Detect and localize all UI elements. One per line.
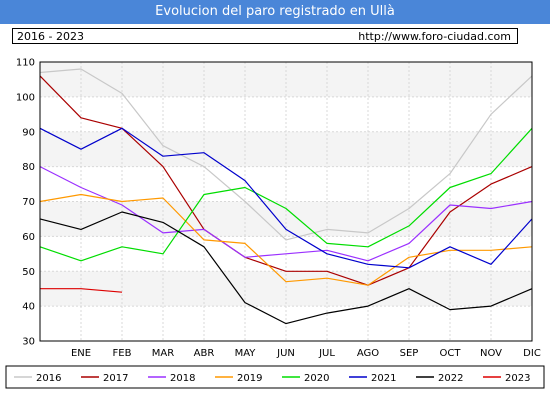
- x-tick-label: ABR: [194, 348, 215, 359]
- x-tick-label: MAY: [235, 348, 257, 359]
- legend-label-2017: 2017: [103, 373, 128, 384]
- legend-label-2018: 2018: [170, 373, 195, 384]
- x-tick-label: OCT: [440, 348, 462, 359]
- x-tick-label: MAR: [152, 348, 174, 359]
- y-tick-label: 90: [22, 127, 35, 138]
- x-tick-label: JUL: [318, 348, 335, 359]
- legend-label-2016: 2016: [36, 373, 61, 384]
- x-tick-label: NOV: [480, 348, 502, 359]
- y-tick-label: 70: [22, 197, 35, 208]
- legend-box: [5, 365, 545, 389]
- plot-border: [39, 61, 533, 342]
- y-tick-label: 50: [22, 267, 35, 278]
- y-tick-label: 100: [16, 92, 35, 103]
- source-url: http://www.foro-ciudad.com: [358, 30, 511, 43]
- x-tick-label: ENE: [71, 348, 91, 359]
- y-tick-label: 110: [16, 58, 35, 69]
- legend: 2016 2017 2018 2019 2020 2021 2022 2023: [14, 373, 530, 384]
- x-axis-ticks: ENE FEB MAR ABR MAY JUN JUL AGO SEP OCT NOV DIC: [71, 348, 541, 359]
- x-tick-label: SEP: [400, 348, 419, 359]
- legend-label-2021: 2021: [371, 373, 396, 384]
- info-bar: 2016 - 2023 http://www.foro-ciudad.com: [12, 28, 518, 44]
- series-line-2023: [40, 288, 123, 293]
- y-tick-label: 60: [22, 232, 35, 243]
- x-tick-label: DIC: [523, 348, 541, 359]
- y-tick-label: 80: [22, 162, 35, 173]
- legend-label-2020: 2020: [304, 373, 329, 384]
- y-tick-label: 30: [22, 337, 35, 348]
- x-tick-label: AGO: [357, 348, 379, 359]
- series-line-2021: [39, 127, 533, 269]
- series-line-2016: [39, 68, 533, 241]
- series-line-2018: [39, 166, 533, 262]
- chart-title: Evolucion del paro registrado en Ullà: [0, 0, 550, 24]
- grid-band: [40, 131, 532, 167]
- year-range-label: 2016 - 2023: [17, 30, 84, 43]
- series-line-2020: [39, 127, 533, 262]
- series-line-2022: [39, 211, 533, 325]
- series-lines: [39, 68, 533, 325]
- y-axis-ticks: 30 40 50 60 70 80 90 100 110: [16, 58, 35, 348]
- legend-label-2023: 2023: [505, 373, 530, 384]
- series-line-2019: [39, 193, 533, 286]
- grid-band: [40, 271, 532, 307]
- legend-label-2019: 2019: [237, 373, 262, 384]
- x-tick-label: FEB: [113, 348, 132, 359]
- legend-label-2022: 2022: [438, 373, 463, 384]
- x-tick-label: JUN: [276, 348, 295, 359]
- y-tick-label: 40: [22, 302, 35, 313]
